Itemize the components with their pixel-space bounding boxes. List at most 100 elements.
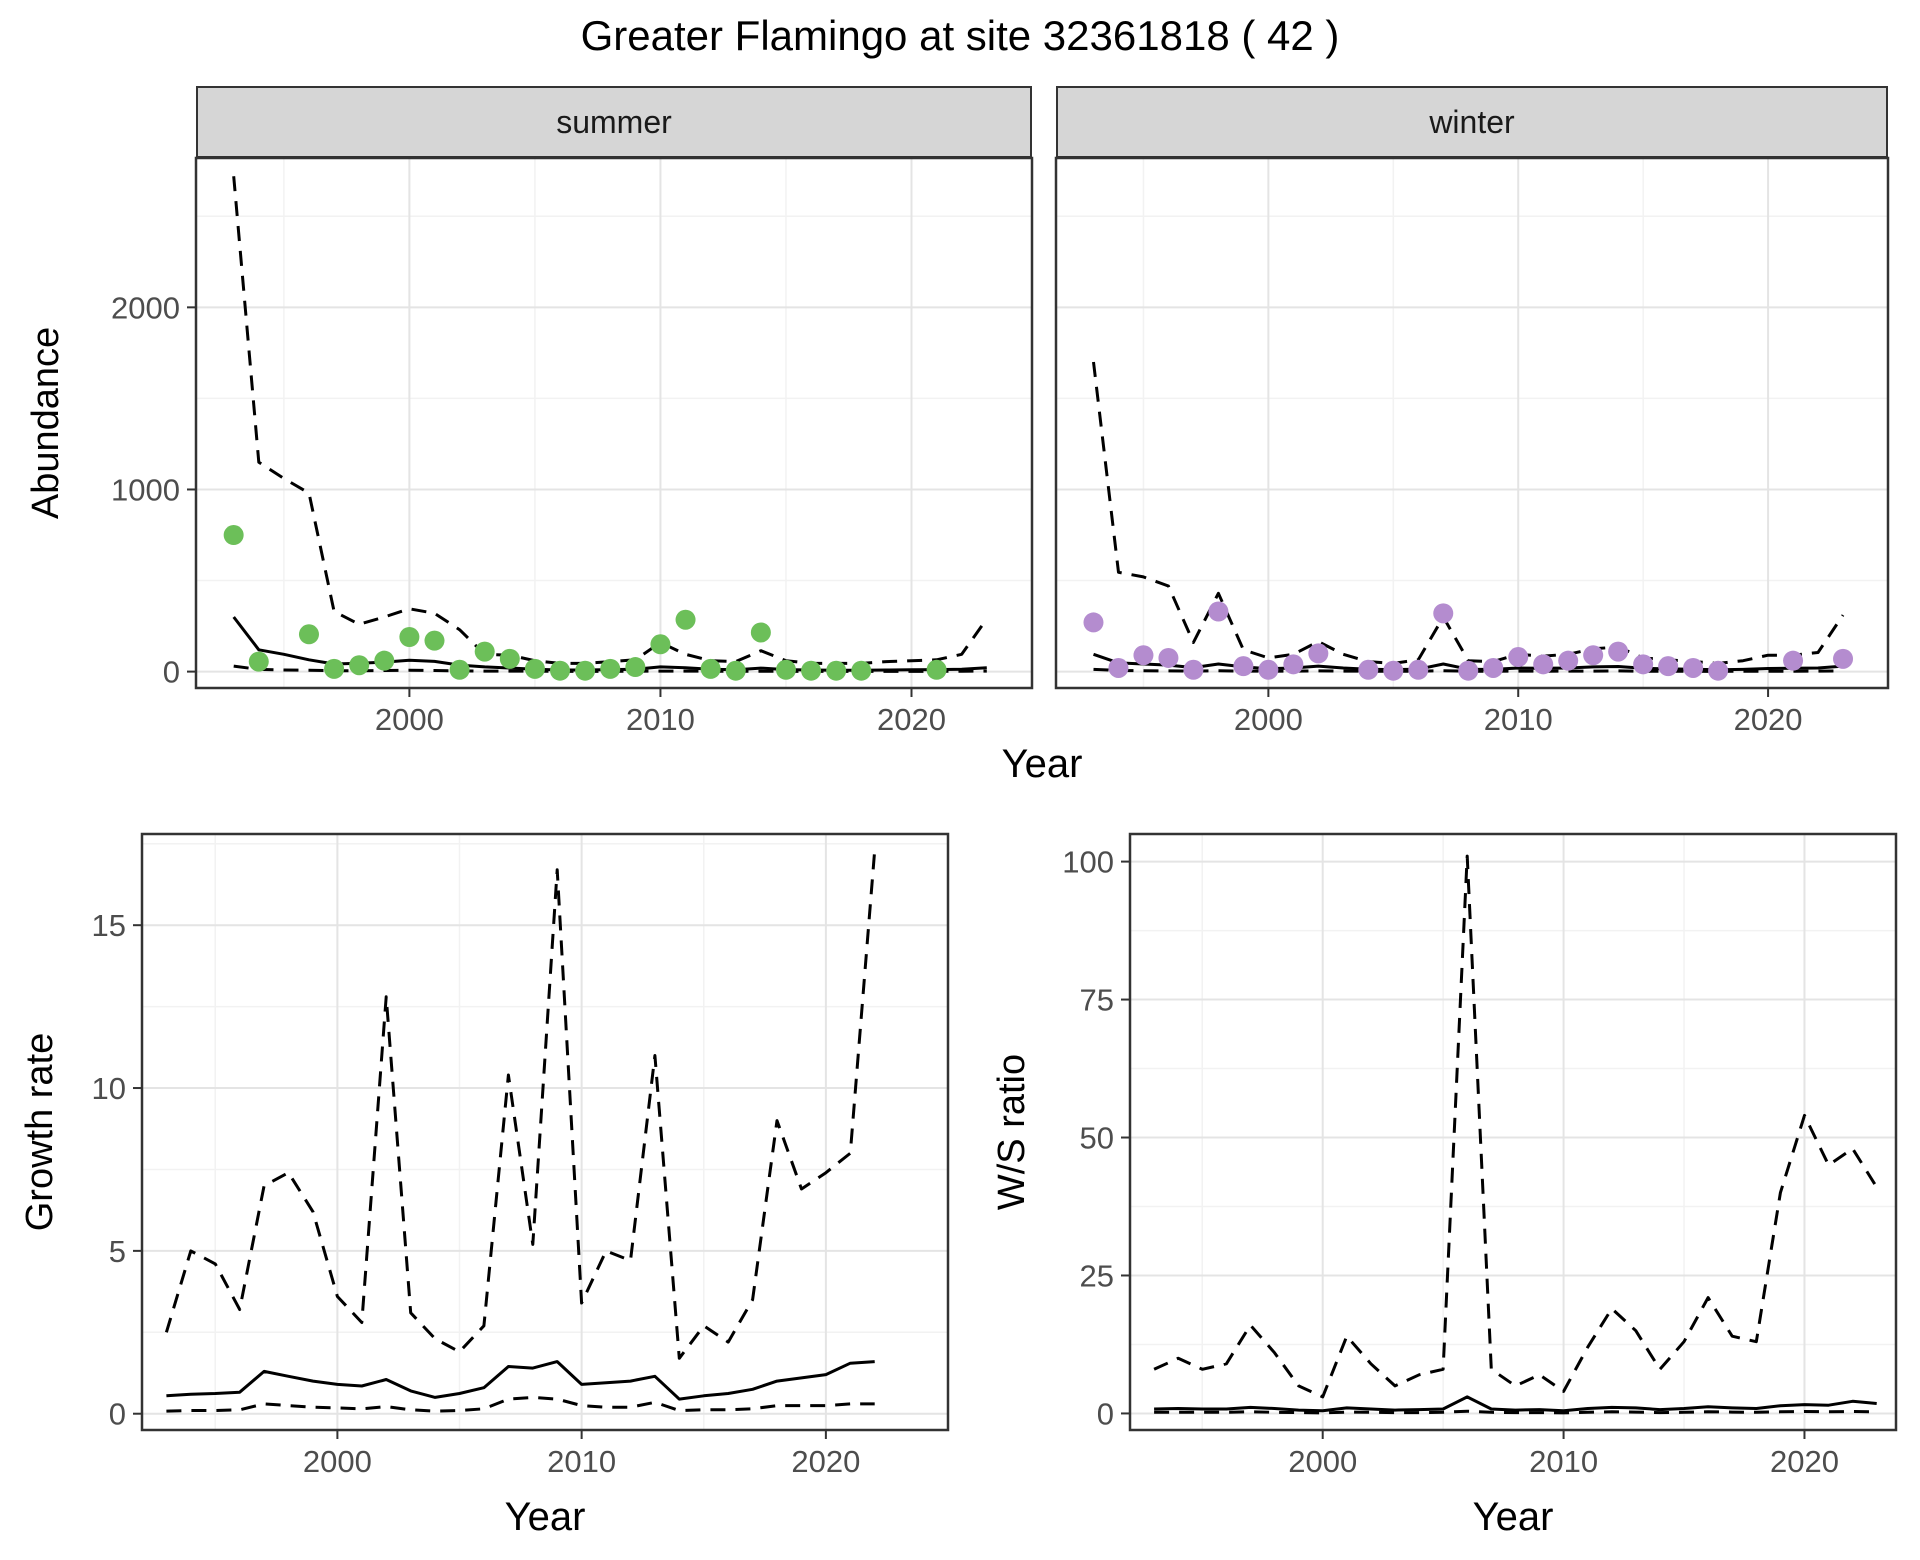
figure-title: Greater Flamingo at site 32361818 ( 42 ) xyxy=(580,12,1340,59)
observation-point xyxy=(1208,601,1229,622)
growth-x-axis-label: Year xyxy=(504,1495,586,1539)
observation-point xyxy=(1133,645,1154,666)
y-tick-label: 100 xyxy=(1062,845,1114,880)
observation-point xyxy=(1458,660,1479,681)
y-tick-label: 25 xyxy=(1080,1258,1114,1293)
panel-background xyxy=(196,158,1032,688)
ws-ratio-axis-label: W/S ratio xyxy=(991,1053,1033,1211)
facet-strip-winter: winter xyxy=(1056,86,1888,158)
observation-point xyxy=(1283,654,1304,675)
observation-point xyxy=(449,659,470,680)
observation-point xyxy=(1683,657,1704,678)
y-tick-label: 0 xyxy=(109,1397,126,1432)
observations-series xyxy=(1083,601,1854,681)
fit-line xyxy=(1154,1395,1877,1413)
y-axis: 0 5 10 15 xyxy=(92,908,142,1432)
facet-strip-summer: summer xyxy=(196,86,1032,158)
observation-point xyxy=(575,660,596,681)
x-tick-label: 2010 xyxy=(1529,1444,1598,1479)
top-x-axis-label: Year xyxy=(1001,742,1083,786)
observation-point xyxy=(1583,645,1604,666)
x-axis: 2000 2010 2020 xyxy=(1234,688,1803,737)
y-tick-label: 15 xyxy=(92,908,126,943)
observation-point xyxy=(926,659,947,680)
y-tick-label: 10 xyxy=(92,1071,126,1106)
lower-ci-series xyxy=(166,1395,875,1413)
upper-ci-series xyxy=(1153,854,1878,1399)
winter-abundance-panel: 2000 2010 2020 xyxy=(1054,156,1890,737)
ws-x-axis-label: Year xyxy=(1472,1495,1554,1539)
y-tick-label: 0 xyxy=(1097,1396,1114,1431)
x-tick-label: 2020 xyxy=(791,1444,860,1479)
observation-point xyxy=(474,641,495,662)
observation-point xyxy=(1108,657,1129,678)
observation-point xyxy=(1083,612,1104,633)
observation-point xyxy=(550,660,571,681)
grid-minor xyxy=(1130,834,1896,1430)
y-tick-label: 1000 xyxy=(111,472,180,507)
panel-border xyxy=(1128,832,1898,1432)
x-tick-label: 2010 xyxy=(547,1444,616,1479)
observation-point xyxy=(600,658,621,679)
observation-point xyxy=(1558,650,1579,671)
x-tick-label: 2020 xyxy=(877,702,946,737)
lower-ci-line xyxy=(166,1395,875,1413)
x-axis: 2000 2010 2020 xyxy=(1288,1430,1839,1479)
observation-point xyxy=(725,660,746,681)
y-tick-label: 2000 xyxy=(111,290,180,325)
observation-point xyxy=(399,627,420,648)
observation-point xyxy=(1508,647,1529,668)
observation-point xyxy=(801,660,822,681)
observation-point xyxy=(424,630,445,651)
fit-series xyxy=(166,1360,875,1401)
x-tick-label: 2020 xyxy=(1734,702,1803,737)
observation-point xyxy=(1608,641,1629,662)
observation-point xyxy=(1833,648,1854,669)
grid-minor xyxy=(1056,158,1888,688)
observation-point xyxy=(1308,643,1329,664)
observation-point xyxy=(700,658,721,679)
y-tick-label: 75 xyxy=(1080,983,1114,1018)
panel-border xyxy=(1054,156,1890,690)
observation-point xyxy=(650,634,671,655)
observations-series xyxy=(223,525,947,681)
x-tick-label: 2000 xyxy=(375,702,444,737)
abundance-axis-label: Abundance xyxy=(25,326,67,520)
observation-point xyxy=(775,659,796,680)
grid-minor xyxy=(196,158,1032,688)
y-tick-label: 50 xyxy=(1080,1121,1114,1156)
observation-point xyxy=(625,657,646,678)
panel-background xyxy=(142,834,948,1430)
x-axis: 2000 2010 2020 xyxy=(303,1430,860,1479)
observation-point xyxy=(1258,659,1279,680)
ws-ratio-panel: 2000 2010 2020 0 25 50 75 100 xyxy=(1062,832,1898,1479)
observation-point xyxy=(1708,660,1729,681)
observation-point xyxy=(1183,659,1204,680)
observation-point xyxy=(374,650,395,671)
x-tick-label: 2000 xyxy=(1288,1444,1357,1479)
fit-line xyxy=(166,1360,875,1401)
observation-point xyxy=(1658,656,1679,677)
observation-point xyxy=(750,622,771,643)
observation-point xyxy=(1533,654,1554,675)
x-tick-label: 2010 xyxy=(626,702,695,737)
observation-point xyxy=(675,609,696,630)
observation-point xyxy=(1483,657,1504,678)
grid-major xyxy=(142,834,948,1430)
observation-point xyxy=(1783,650,1804,671)
y-tick-label: 0 xyxy=(163,655,180,690)
fit-series xyxy=(1154,1395,1877,1413)
observation-point xyxy=(499,648,520,669)
growth-rate-panel: 2000 2010 2020 0 5 10 15 xyxy=(92,832,950,1479)
y-axis: 0 25 50 75 100 xyxy=(1062,845,1130,1431)
observation-point xyxy=(851,660,872,681)
upper-ci-line xyxy=(164,850,877,1360)
x-tick-label: 2000 xyxy=(1234,702,1303,737)
y-axis: 0 1000 2000 xyxy=(111,290,196,690)
x-tick-label: 2000 xyxy=(303,1444,372,1479)
observation-point xyxy=(223,525,244,546)
panel-background xyxy=(1056,158,1888,688)
observation-point xyxy=(826,660,847,681)
upper-ci-line xyxy=(1153,854,1878,1399)
